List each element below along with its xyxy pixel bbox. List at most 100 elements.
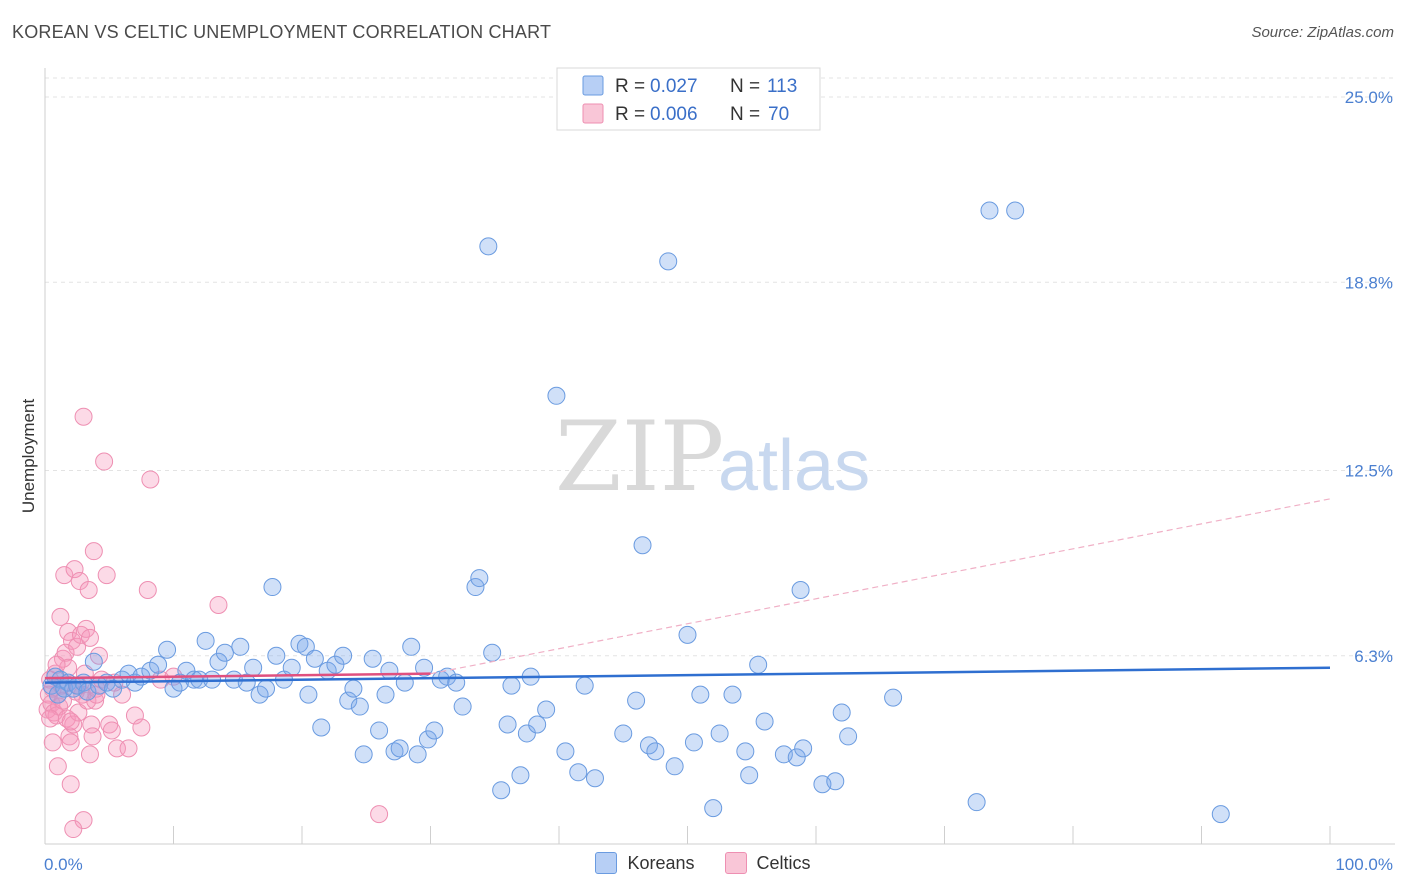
korean-point — [511, 766, 530, 785]
celtic-point — [74, 811, 93, 830]
bottom-legend-celtics[interactable]: Celtics — [724, 852, 811, 874]
korean-point — [158, 640, 177, 659]
celtic-point — [79, 581, 98, 600]
celtic-point — [55, 566, 74, 585]
korean-point — [339, 691, 358, 710]
korean-point — [296, 637, 315, 656]
celtic-point — [43, 733, 62, 752]
trend-lines — [44, 498, 1331, 684]
celtic-point — [141, 470, 160, 489]
celtic-point — [113, 685, 132, 704]
korean-point — [363, 649, 382, 668]
celtic-point — [132, 718, 151, 737]
axes — [44, 68, 1395, 845]
korean-point — [149, 655, 168, 674]
korean-point — [237, 673, 256, 692]
korean-point — [556, 742, 575, 761]
celtic-point — [41, 709, 60, 728]
korean-point — [665, 757, 684, 776]
korean-point — [299, 685, 318, 704]
x-tick-label: 0.0% — [44, 855, 83, 874]
korean-point — [791, 581, 810, 600]
korean-point — [710, 724, 729, 743]
y-tick-label: 18.8% — [1345, 273, 1393, 292]
y-tick-label: 12.5% — [1345, 462, 1393, 481]
celtic-point — [62, 631, 81, 650]
korean-point — [196, 631, 215, 650]
celtic-point — [138, 581, 157, 600]
korean-point — [492, 781, 511, 800]
korean-point — [839, 727, 858, 746]
celtic-point — [64, 715, 83, 734]
legend-n-value: 113 — [767, 76, 797, 97]
celtic-point — [56, 643, 75, 662]
korean-point — [502, 676, 521, 695]
legend-r-label: R = — [615, 104, 645, 125]
korean-point — [380, 661, 399, 680]
korean-point — [215, 643, 234, 662]
y-tick-label: 25.0% — [1345, 88, 1393, 107]
celtic-point — [61, 733, 80, 752]
x-tick-labels: 0.0% 100.0% — [44, 855, 1393, 874]
celtic-point — [102, 721, 121, 740]
y-tick-label: 6.3% — [1354, 647, 1393, 666]
korean-point — [1211, 805, 1230, 824]
legend-r-value: 0.006 — [650, 104, 698, 125]
legend-r-value: 0.027 — [650, 76, 698, 97]
celtic-point — [61, 712, 80, 731]
bottom-legend-koreans[interactable]: Koreans — [595, 852, 695, 874]
korean-point — [334, 646, 353, 665]
koreans-swatch — [595, 852, 618, 874]
celtic-point — [64, 820, 83, 839]
korean-point — [704, 799, 723, 818]
korean-point — [633, 536, 652, 555]
celtic-point — [84, 542, 103, 561]
korean-point — [723, 685, 742, 704]
korean-point — [395, 673, 414, 692]
celtics-label: Celtics — [756, 852, 811, 873]
korean-point — [263, 578, 282, 597]
celtic-point — [51, 607, 70, 626]
celtic-point — [61, 775, 80, 794]
korean-point — [483, 643, 502, 662]
korean-point — [749, 655, 768, 674]
korean-point — [453, 697, 472, 716]
korean-point — [826, 772, 845, 791]
korean-point — [980, 201, 999, 220]
korean-point — [84, 652, 103, 671]
korean-point — [312, 718, 331, 737]
korean-point — [402, 637, 421, 656]
watermark-atlas: atlas — [718, 426, 870, 506]
korean-point — [575, 676, 594, 695]
korean-point — [794, 739, 813, 758]
celtic-point — [119, 739, 138, 758]
legend-swatch-koreans — [582, 75, 604, 96]
korean-point — [470, 569, 489, 588]
korean-point — [832, 703, 851, 722]
celtic-point — [83, 727, 102, 746]
korean-point — [390, 739, 409, 758]
korean-point — [614, 724, 633, 743]
korean-point — [684, 733, 703, 752]
y-axis-title: Unemployment — [19, 399, 38, 514]
korean-point — [569, 763, 588, 782]
korean-point — [305, 649, 324, 668]
legend-swatch-celtics — [582, 103, 604, 124]
legend-box: R = 0.027 N = 113 R = 0.006 N = 70 — [556, 67, 821, 131]
celtic-point — [125, 706, 144, 725]
korean-point — [755, 712, 774, 731]
celtics-swatch — [724, 852, 747, 874]
korean-point — [425, 721, 444, 740]
korean-point — [354, 745, 373, 764]
celtic-point — [77, 619, 96, 638]
korean-point — [967, 793, 986, 812]
x-tick-label: 100.0% — [1335, 855, 1393, 874]
source-label: Source: ZipAtlas.com — [1251, 24, 1394, 41]
korean-point — [627, 691, 646, 710]
korean-point — [282, 658, 301, 677]
korean-point — [385, 742, 404, 761]
korean-point — [408, 745, 427, 764]
celtic-point — [68, 637, 87, 656]
celtic-points — [38, 407, 389, 839]
